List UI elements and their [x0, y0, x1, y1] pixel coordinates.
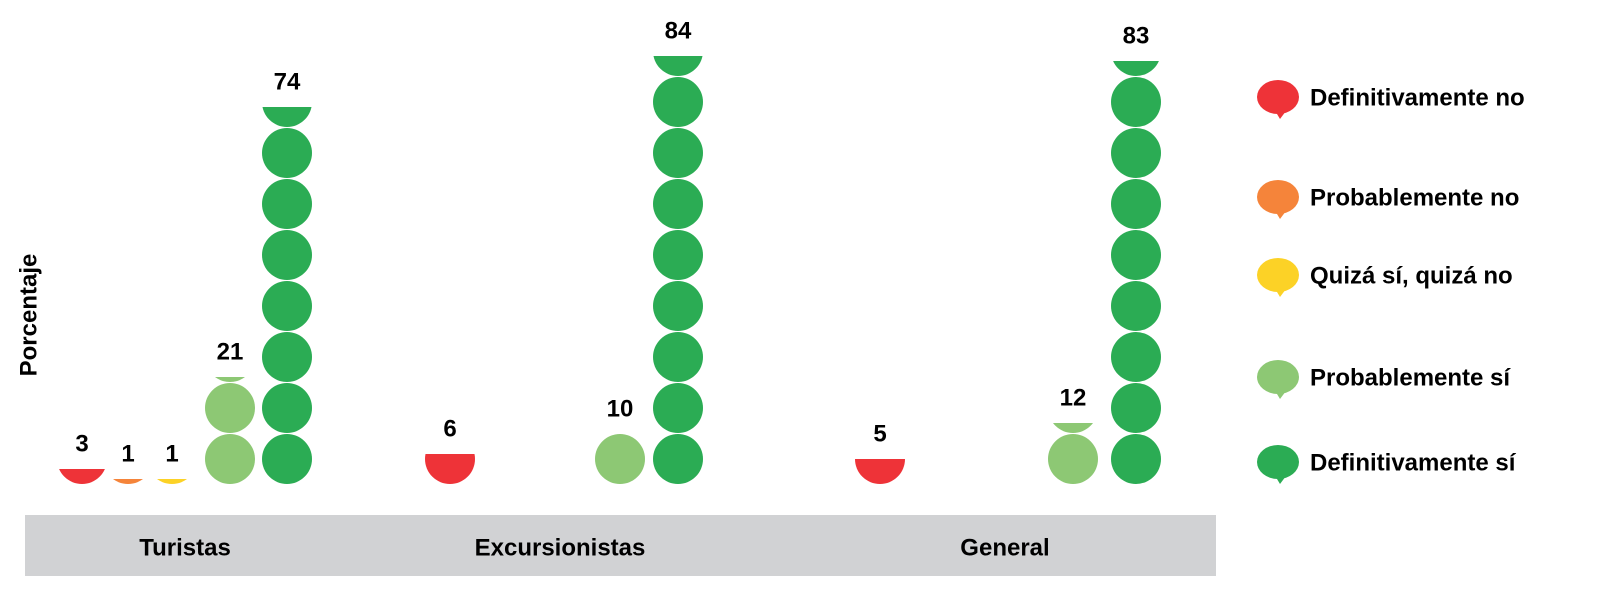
icon-stack: [855, 459, 905, 484]
value-label: 84: [665, 17, 692, 44]
value-label: 5: [873, 420, 886, 447]
icon-partial: [59, 469, 105, 484]
value-label: 21: [217, 338, 244, 365]
value-label: 74: [274, 68, 301, 95]
icon: [1111, 332, 1161, 382]
legend-icon: [1257, 360, 1299, 394]
icon-partial: [1053, 423, 1093, 433]
category-label: Turistas: [139, 534, 231, 561]
legend-icon: [1257, 445, 1299, 479]
icon-partial: [1113, 61, 1159, 76]
icon: [262, 230, 312, 280]
icon: [205, 434, 255, 484]
legend-label: Probablemente sí: [1310, 364, 1511, 391]
legend-icon: [1257, 258, 1299, 292]
icon-partial: [215, 377, 245, 382]
legend-icon: [1257, 180, 1299, 214]
icon: [1111, 77, 1161, 127]
icon: [653, 128, 703, 178]
icon-stack: [157, 479, 187, 484]
value-label: 10: [607, 395, 634, 422]
icon-partial: [113, 479, 143, 484]
icon-stack: [1048, 423, 1098, 484]
icon: [653, 230, 703, 280]
icon: [262, 434, 312, 484]
icon-stack: [653, 56, 703, 484]
icon-stack: [205, 377, 255, 484]
icon-stack: [113, 479, 143, 484]
icon: [205, 383, 255, 433]
icon: [653, 179, 703, 229]
icon-stack: [59, 469, 105, 484]
icon-partial: [157, 479, 187, 484]
y-axis-label: Porcentaje: [15, 254, 42, 377]
icon-partial: [653, 56, 703, 76]
icon: [262, 281, 312, 331]
legend-label: Definitivamente no: [1310, 84, 1525, 111]
legend-label: Definitivamente sí: [1310, 449, 1517, 476]
icon: [1111, 230, 1161, 280]
icon: [653, 77, 703, 127]
value-label: 12: [1060, 384, 1087, 411]
icon: [1111, 128, 1161, 178]
value-label: 1: [121, 440, 134, 467]
icon: [653, 383, 703, 433]
value-label: 83: [1123, 22, 1150, 49]
icon-partial: [425, 454, 475, 484]
icon: [595, 434, 645, 484]
icon-partial: [262, 107, 312, 127]
icon: [1111, 383, 1161, 433]
icon: [262, 179, 312, 229]
icon: [653, 332, 703, 382]
icon: [1048, 434, 1098, 484]
category-band: [25, 515, 1216, 576]
icon: [262, 332, 312, 382]
category-label: General: [960, 534, 1049, 561]
icon-stack: [425, 454, 475, 484]
icon-partial: [855, 459, 905, 484]
legend-icon: [1257, 80, 1299, 114]
value-label: 3: [75, 430, 88, 457]
icon-stack: [1111, 61, 1161, 484]
value-label: 1: [165, 440, 178, 467]
icon-stack: [262, 107, 312, 484]
value-label: 6: [443, 415, 456, 442]
icon: [653, 434, 703, 484]
icon: [1111, 281, 1161, 331]
legend-label: Quizá sí, quizá no: [1310, 262, 1513, 289]
icon: [262, 383, 312, 433]
icon: [1111, 179, 1161, 229]
legend-label: Probablemente no: [1310, 184, 1519, 211]
icon: [1111, 434, 1161, 484]
category-label: Excursionistas: [475, 534, 646, 561]
icon: [653, 281, 703, 331]
icon-stack: [595, 434, 645, 484]
icon: [262, 128, 312, 178]
